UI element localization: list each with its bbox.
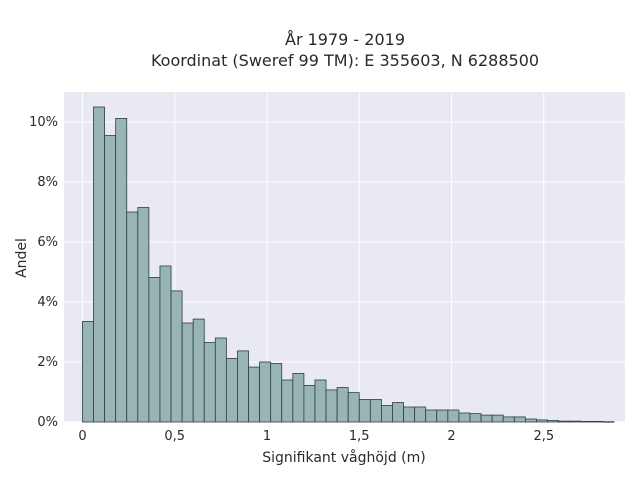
y-tick-label: 4% [37,295,58,310]
histogram-bar [225,357,238,423]
histogram-bar [458,412,471,423]
histogram-bar [203,342,216,423]
histogram-bar [126,211,139,423]
y-tick-labels: 0% 2% 4% 6% 8% 10% [29,115,58,430]
histogram-bar [381,405,393,423]
histogram-bar [148,276,161,423]
histogram-bar [547,420,559,423]
histogram-bar [237,350,249,423]
histogram-bar [259,361,272,423]
histogram-bar [469,413,482,423]
histogram-bar [524,418,537,423]
histogram-bar [480,414,493,423]
histogram-bar [425,409,438,423]
histogram-bar [591,420,604,423]
y-tick-label: 10% [29,115,58,130]
histogram-bar [602,421,615,423]
histogram-bar [214,337,227,423]
histogram-bar [292,372,305,423]
histogram-bar [104,135,117,423]
histogram-bar [281,379,294,423]
histogram-bar [325,389,338,423]
x-tick-label: 2 [447,429,455,444]
histogram-bar [159,265,172,423]
histogram-bar [436,409,449,423]
histogram-bar [347,392,360,423]
histogram-bar [170,290,183,423]
histogram-bar [181,322,194,423]
bars [82,106,615,423]
histogram-bar [558,420,571,423]
histogram-bar [569,420,582,423]
histogram-bar [93,106,105,423]
x-tick-label: 1,5 [349,429,370,444]
histogram-bar [314,379,327,423]
histogram-bar [447,409,460,423]
histogram-bar [358,399,371,423]
histogram-bar [536,419,548,423]
histogram-bar [336,387,349,423]
histogram-bar [192,318,205,423]
y-tick-label: 8% [37,175,58,190]
x-tick-labels: 0 0,5 1 1,5 2 2,5 [78,429,554,444]
chart-title-line-2: Koordinat (Sweref 99 TM): E 355603, N 62… [151,51,539,70]
chart-title-line-1: År 1979 - 2019 [285,30,405,49]
y-axis-label: Andel [14,238,30,278]
x-tick-label: 1 [263,429,271,444]
y-tick-label: 2% [37,355,58,370]
histogram-bar [502,416,515,423]
histogram-bar [270,363,283,423]
histogram-bar [403,406,416,423]
x-tick-label: 0 [78,429,86,444]
histogram-bar [137,207,150,423]
histogram-bar [303,384,316,423]
histogram-bar [580,420,593,423]
histogram-bar [392,402,404,423]
histogram-bar [414,406,427,423]
histogram-bar [513,416,526,423]
histogram-bar [248,366,261,423]
histogram-bar [369,399,382,423]
x-tick-label: 0,5 [164,429,185,444]
y-tick-label: 0% [37,415,58,430]
y-tick-label: 6% [37,235,58,250]
histogram-bar [82,321,94,423]
histogram-bar [115,118,128,423]
x-axis-label: Signifikant våghöjd (m) [262,449,425,466]
x-tick-label: 2,5 [533,429,554,444]
histogram-bar [491,414,504,423]
